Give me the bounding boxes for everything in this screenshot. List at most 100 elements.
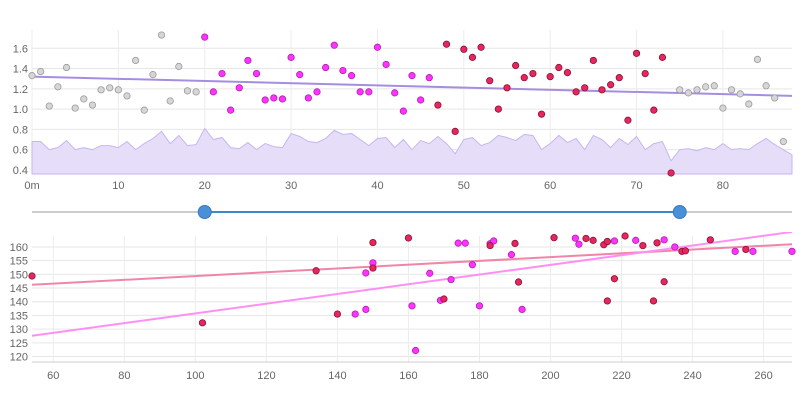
top-point-outside-range <box>114 86 122 94</box>
bottom-x-tick-label: 240 <box>683 370 701 382</box>
top-point-red <box>529 70 537 78</box>
bottom-point-red <box>742 245 750 254</box>
bottom-point-magenta <box>575 240 583 248</box>
bottom-point-red <box>514 278 523 286</box>
bottom-point-red <box>603 237 611 246</box>
bottom-point-red <box>550 234 558 242</box>
bottom-x-tick-label: 220 <box>612 370 630 382</box>
bottom-point-red <box>369 264 377 272</box>
top-point-outside-range <box>71 104 79 112</box>
top-point-magenta <box>235 84 243 92</box>
top-point-red <box>503 84 511 92</box>
top-area-path <box>31 127 793 175</box>
slider-handle-left[interactable] <box>197 205 212 219</box>
bottom-x-tick-label: 260 <box>754 370 772 382</box>
top-y-axis-ticks: 0.4 0.6 0.8 1.0 1.2 1.4 1.6 <box>13 43 28 177</box>
bottom-trend-line-path <box>32 243 792 286</box>
top-point-magenta <box>399 107 407 115</box>
bottom-point-red <box>649 297 658 305</box>
bottom-point-magenta <box>447 275 455 284</box>
bottom-y-tick-label: 125 <box>10 338 28 350</box>
top-point-red <box>667 169 675 177</box>
top-point-red <box>442 40 451 48</box>
bottom-point-red <box>582 234 590 243</box>
bottom-trend-lines <box>32 232 792 337</box>
top-point-magenta <box>391 89 399 97</box>
bottom-x-tick-label: 200 <box>541 370 559 382</box>
bottom-grid <box>32 236 792 363</box>
top-point-red <box>572 88 580 96</box>
bottom-y-tick-label: 120 <box>10 352 28 364</box>
top-x-tick-label: 50 <box>458 180 470 192</box>
top-point-magenta <box>227 106 235 114</box>
bottom-point-magenta <box>351 310 359 318</box>
top-point-magenta <box>382 60 390 69</box>
top-point-outside-range <box>97 86 105 94</box>
bottom-point-red <box>681 247 690 255</box>
bottom-y-tick-label: 135 <box>10 310 28 322</box>
top-point-red <box>486 77 494 85</box>
top-point-outside-range <box>132 56 140 65</box>
top-point-red <box>641 70 649 78</box>
bottom-point-red <box>369 238 377 247</box>
top-point-red <box>468 53 477 61</box>
top-point-magenta <box>373 43 382 51</box>
bottom-point-magenta <box>408 302 416 310</box>
top-x-tick-label: 80 <box>717 180 729 192</box>
bottom-point-red <box>486 241 494 250</box>
top-point-outside-range <box>736 90 744 98</box>
slider-handle-right[interactable] <box>672 205 687 219</box>
top-point-magenta <box>313 88 321 96</box>
top-point-red <box>537 110 546 118</box>
top-point-red <box>555 63 563 72</box>
bottom-x-tick-label: 140 <box>328 370 346 382</box>
top-point-outside-range <box>771 94 779 102</box>
bottom-y-tick-label: 130 <box>10 324 28 336</box>
bottom-point-magenta <box>788 247 796 255</box>
bottom-point-magenta <box>461 239 469 247</box>
bottom-x-tick-label: 120 <box>257 370 275 382</box>
bottom-point-red <box>440 295 448 303</box>
top-point-red <box>520 74 528 82</box>
top-point-outside-range <box>762 82 770 90</box>
top-point-magenta <box>417 96 425 104</box>
bottom-point-red <box>610 275 619 283</box>
bottom-point-magenta <box>468 261 476 269</box>
top-point-outside-range <box>157 31 166 39</box>
bottom-point-magenta <box>507 251 516 259</box>
bottom-point-red <box>660 278 668 286</box>
bottom-point-magenta <box>454 239 462 247</box>
top-point-outside-range <box>123 92 131 100</box>
top-x-tick-label: 0m <box>24 180 39 192</box>
top-point-red <box>494 105 502 113</box>
top-point-red <box>615 74 623 82</box>
bottom-point-magenta <box>475 302 484 310</box>
bottom-y-tick-label: 155 <box>10 256 28 268</box>
top-area-series <box>31 127 793 175</box>
bottom-point-red <box>653 239 661 247</box>
top-points <box>28 31 787 177</box>
bottom-trend-line-path <box>32 232 792 337</box>
top-trend-line <box>31 75 793 97</box>
top-point-magenta <box>296 71 304 79</box>
bottom-point-magenta <box>671 243 679 251</box>
bottom-point-red <box>621 232 629 240</box>
top-point-magenta <box>218 70 226 78</box>
bottom-point-red <box>511 239 519 247</box>
range-slider[interactable] <box>32 205 792 219</box>
bottom-x-tick-label: 160 <box>399 370 417 382</box>
top-point-outside-range <box>693 86 701 94</box>
bottom-point-magenta <box>411 346 420 355</box>
top-point-outside-range <box>676 86 684 94</box>
top-point-magenta <box>287 53 295 61</box>
bottom-point-magenta <box>490 237 498 245</box>
bottom-point-magenta <box>426 269 434 277</box>
bottom-y-tick-label: 160 <box>10 242 28 254</box>
bottom-point-magenta <box>632 236 640 244</box>
top-x-tick-label: 10 <box>112 180 124 192</box>
bottom-x-tick-label: 100 <box>186 370 204 382</box>
top-point-outside-range <box>719 104 727 112</box>
